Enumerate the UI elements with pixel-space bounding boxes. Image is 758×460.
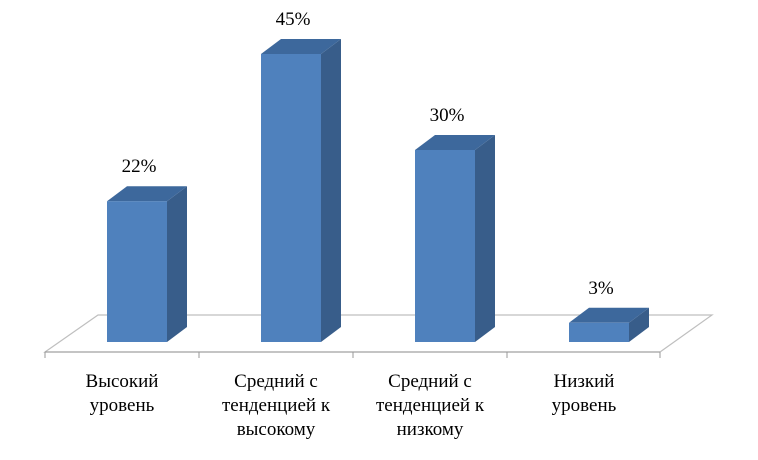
bar-3 — [415, 135, 495, 342]
bar-top-face — [261, 39, 341, 54]
bar-front-face — [569, 322, 629, 342]
category-label: Средний с тенденцией к низкому — [376, 371, 485, 440]
category-label-line: уровень — [552, 395, 617, 416]
category-label-line: уровень — [90, 395, 155, 416]
value-label: 3% — [588, 278, 614, 299]
bar-2 — [261, 39, 341, 342]
value-label: 45% — [276, 9, 311, 30]
category-label: Низкий уровень — [552, 371, 617, 416]
bar-top-face — [415, 135, 495, 150]
bar-top-face — [107, 186, 187, 202]
category-label: Средний с тенденцией к высокому — [222, 371, 331, 440]
category-label-line: низкому — [397, 419, 464, 440]
category-label-line: высокому — [237, 419, 316, 440]
bar-top-face — [569, 307, 649, 323]
category-label: Высокий уровень — [86, 371, 159, 416]
category-label-line: Высокий — [86, 371, 159, 392]
bar-front-face — [107, 201, 167, 342]
category-label-line: Средний с — [234, 371, 318, 392]
bar-side-face — [629, 307, 649, 342]
chart-value-labels: 22% 45% 30% 3% — [122, 9, 614, 299]
category-label-line: тенденцией к — [222, 395, 331, 416]
value-label: 30% — [430, 105, 465, 126]
bar-front-face — [415, 150, 475, 342]
x-axis: Высокий уровень Средний с тенденцией к высок… — [44, 351, 661, 440]
bar-side-face — [475, 135, 495, 342]
bar-side-face — [321, 39, 341, 342]
chart-bars — [107, 39, 649, 342]
category-label-line: тенденцией к — [376, 395, 485, 416]
bar-1 — [107, 186, 187, 342]
category-label-line: Низкий — [554, 371, 615, 392]
category-label-line: Средний с — [388, 371, 472, 392]
bar-side-face — [167, 186, 187, 342]
bar-front-face — [261, 54, 321, 342]
value-label: 22% — [122, 156, 157, 177]
bar-4 — [569, 307, 649, 342]
